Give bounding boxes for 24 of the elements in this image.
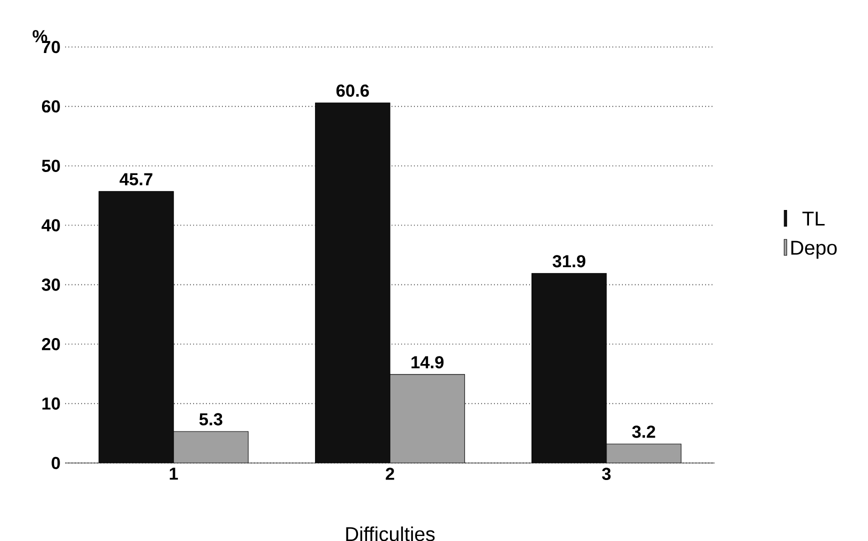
y-tick-label: 70 bbox=[42, 40, 60, 54]
x-tick-label: 2 bbox=[386, 468, 394, 480]
bar bbox=[606, 444, 682, 463]
legend-label: Depo bbox=[791, 240, 837, 259]
data-label: 31.9 bbox=[552, 255, 586, 268]
y-tick-label: 20 bbox=[42, 338, 60, 350]
y-tick-label: 50 bbox=[42, 160, 60, 172]
y-tick-label: 60 bbox=[42, 100, 60, 113]
legend-label: TL bbox=[802, 212, 825, 226]
data-label: 45.7 bbox=[120, 173, 152, 186]
y-axis-title: % bbox=[32, 30, 48, 42]
y-tick-label: 40 bbox=[42, 219, 60, 232]
x-axis-title: Difficulties bbox=[346, 526, 435, 541]
data-label: 5.3 bbox=[199, 413, 222, 426]
data-label: 14.9 bbox=[412, 356, 444, 368]
y-tick-label: 30 bbox=[42, 278, 60, 291]
y-tick-label: 10 bbox=[42, 397, 60, 410]
data-label: 60.6 bbox=[336, 84, 369, 97]
bar bbox=[174, 431, 248, 463]
data-label: 3.2 bbox=[632, 426, 656, 438]
x-tick-label: 3 bbox=[602, 468, 611, 480]
x-tick-label: 1 bbox=[170, 468, 178, 480]
y-tick-label: 0 bbox=[52, 456, 60, 470]
bar bbox=[390, 374, 465, 463]
